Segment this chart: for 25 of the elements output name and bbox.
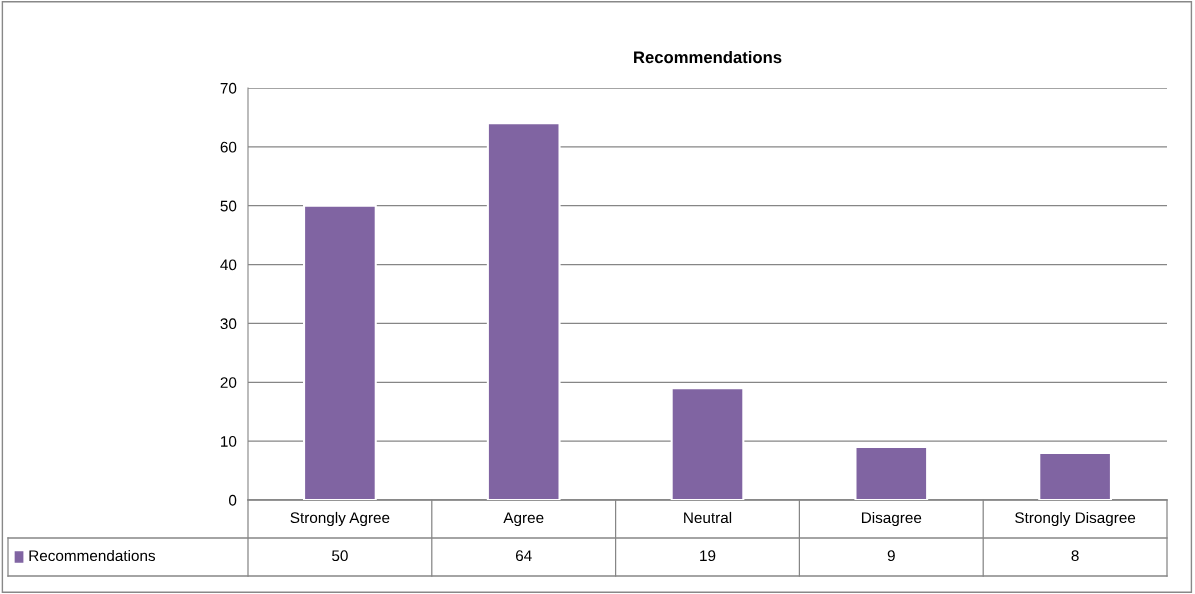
x-tick-label: Disagree (861, 511, 922, 527)
y-tick-label: 60 (220, 141, 237, 153)
y-tick-label: 0 (228, 494, 237, 506)
y-tick-label: 10 (221, 436, 237, 447)
y-tick-label: 20 (220, 377, 237, 388)
bar (303, 204, 377, 500)
data-label: 9 (887, 550, 895, 562)
legend-label: Recommendations (29, 549, 156, 562)
bar (486, 122, 561, 500)
data-label: 64 (515, 550, 532, 562)
y-tick-label: 50 (220, 200, 237, 212)
bar (1038, 451, 1112, 500)
data-label: 19 (700, 550, 716, 562)
y-tick-label: 70 (220, 82, 237, 94)
x-tick-label: Agree (503, 512, 544, 527)
x-tick-label: Strongly Agree (290, 511, 390, 527)
x-tick-label: Strongly Disagree (1015, 511, 1136, 527)
data-label: 50 (332, 550, 348, 562)
y-tick-label: 40 (220, 259, 237, 271)
bar (670, 387, 745, 500)
bar (854, 445, 929, 500)
x-tick-label: Neutral (684, 511, 732, 524)
y-tick-label: 30 (220, 318, 237, 330)
data-label: 8 (1071, 550, 1079, 562)
chart-title: Recommendations (634, 50, 782, 64)
